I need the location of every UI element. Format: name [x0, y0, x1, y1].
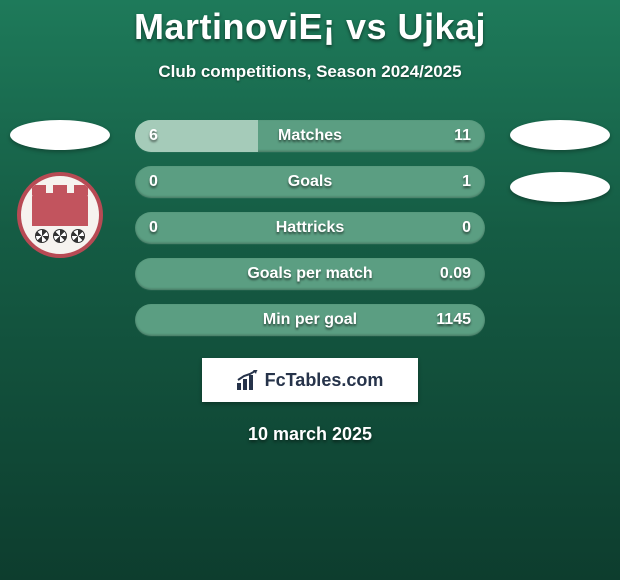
stat-row: 6 Matches 11 [0, 120, 620, 152]
stat-bar: Goals per match 0.09 [135, 258, 485, 290]
brand-chart-icon [237, 370, 259, 390]
stat-row: Goals per match 0.09 [0, 258, 620, 290]
stat-label: Goals [288, 173, 332, 191]
stat-bar: 6 Matches 11 [135, 120, 485, 152]
stat-row: Min per goal 1145 [0, 304, 620, 336]
stat-value-right: 0 [462, 212, 471, 244]
stat-value-right: 11 [454, 120, 471, 152]
stat-label: Goals per match [247, 265, 372, 283]
date-text: 10 march 2025 [0, 424, 620, 445]
stat-value-left: 0 [149, 166, 158, 198]
stat-bar: Min per goal 1145 [135, 304, 485, 336]
stat-value-right: 1 [462, 166, 471, 198]
stat-row: 0 Goals 1 [0, 166, 620, 198]
page-title: MartinoviЕ¡ vs Ujkaj [0, 0, 620, 48]
stat-label: Matches [278, 127, 342, 145]
stat-value-right: 1145 [436, 304, 471, 336]
stat-value-left: 0 [149, 212, 158, 244]
stat-bar: 0 Goals 1 [135, 166, 485, 198]
brand-text: FcTables.com [265, 370, 384, 391]
content-root: MartinoviЕ¡ vs Ujkaj Club competitions, … [0, 0, 620, 580]
brand-box[interactable]: FcTables.com [202, 358, 418, 402]
stat-label: Min per goal [263, 311, 357, 329]
stat-label: Hattricks [276, 219, 344, 237]
subtitle: Club competitions, Season 2024/2025 [0, 62, 620, 82]
stat-bar: 0 Hattricks 0 [135, 212, 485, 244]
stat-value-left: 6 [149, 120, 158, 152]
stat-value-right: 0.09 [440, 258, 471, 290]
stat-row: 0 Hattricks 0 [0, 212, 620, 244]
